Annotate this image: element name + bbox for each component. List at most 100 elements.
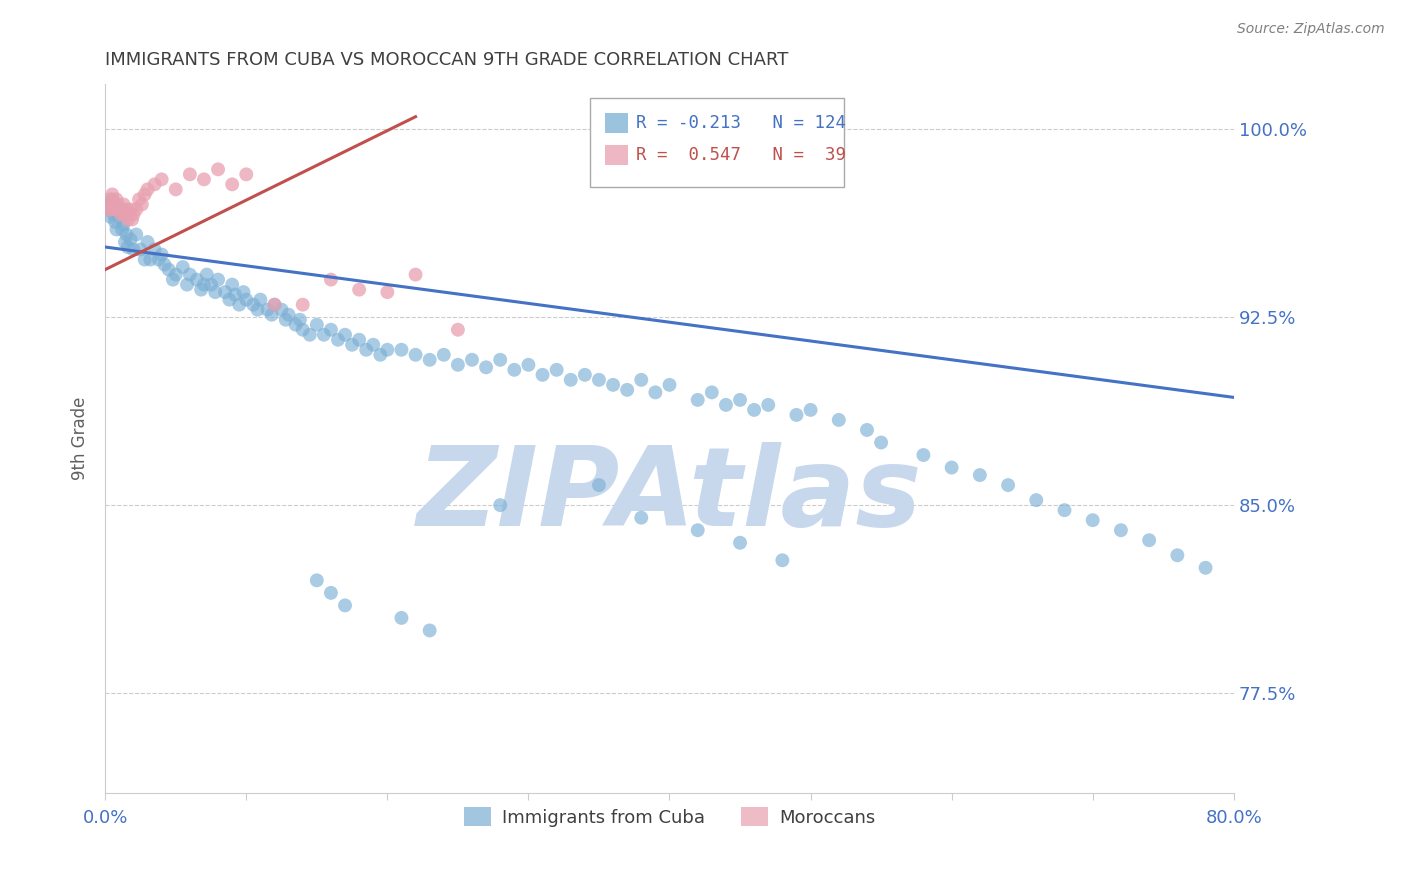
Point [104, 215, 127, 229]
Point [377, 285, 399, 300]
Point [122, 243, 145, 257]
Point [97, 202, 120, 217]
Point [105, 193, 128, 207]
Text: R =  0.547   N =  39: R = 0.547 N = 39 [636, 146, 845, 164]
Point [941, 460, 963, 475]
Point [242, 298, 264, 312]
Point [103, 197, 125, 211]
Point [728, 392, 751, 407]
Point [165, 182, 187, 196]
Point [560, 373, 582, 387]
Point [150, 247, 173, 261]
Point [368, 348, 391, 362]
Point [131, 197, 153, 211]
Point [870, 435, 893, 450]
Point [340, 338, 363, 352]
Text: IMMIGRANTS FROM CUBA VS MOROCCAN 9TH GRADE CORRELATION CHART: IMMIGRANTS FROM CUBA VS MOROCCAN 9TH GRA… [105, 51, 789, 69]
Point [162, 272, 184, 286]
Point [207, 272, 229, 286]
Point [489, 352, 512, 367]
Point [134, 252, 156, 267]
Point [246, 302, 269, 317]
Point [143, 178, 166, 192]
Point [277, 308, 299, 322]
Point [333, 599, 356, 613]
Point [263, 298, 285, 312]
Point [391, 611, 413, 625]
Point [235, 167, 257, 181]
Point [172, 260, 194, 274]
Point [1081, 513, 1104, 527]
Point [1194, 561, 1216, 575]
Point [104, 202, 127, 217]
Y-axis label: 9th Grade: 9th Grade [72, 397, 89, 481]
Point [461, 352, 484, 367]
Point [347, 333, 370, 347]
Point [122, 207, 145, 221]
Point [136, 182, 159, 196]
Point [120, 233, 142, 247]
Point [391, 343, 413, 357]
Point [153, 258, 176, 272]
Point [98, 202, 121, 217]
Point [114, 235, 136, 249]
Point [1053, 503, 1076, 517]
Text: ZIPAtlas: ZIPAtlas [416, 442, 922, 549]
Point [176, 277, 198, 292]
Point [193, 172, 215, 186]
Point [186, 272, 208, 286]
Point [139, 252, 162, 267]
Point [256, 302, 278, 317]
Point [756, 398, 779, 412]
Point [249, 293, 271, 307]
Point [101, 187, 124, 202]
Point [828, 413, 851, 427]
Point [700, 385, 723, 400]
Point [108, 202, 131, 217]
Point [489, 498, 512, 512]
Point [419, 624, 441, 638]
Point [856, 423, 879, 437]
Point [405, 348, 427, 362]
Point [115, 227, 138, 242]
Point [1025, 493, 1047, 508]
Point [686, 392, 709, 407]
Point [179, 167, 201, 181]
Point [602, 377, 624, 392]
Point [312, 327, 335, 342]
Point [195, 268, 218, 282]
Point [100, 210, 122, 224]
Point [118, 207, 141, 221]
Point [111, 222, 134, 236]
Point [224, 287, 246, 301]
Point [129, 243, 152, 257]
Point [616, 383, 638, 397]
Point [630, 373, 652, 387]
Point [274, 312, 297, 326]
Point [128, 193, 150, 207]
Point [103, 207, 125, 221]
Point [969, 468, 991, 483]
Point [377, 343, 399, 357]
Point [165, 268, 187, 282]
Point [419, 352, 441, 367]
Point [475, 360, 498, 375]
Point [305, 574, 328, 588]
Point [111, 202, 134, 217]
Point [228, 298, 250, 312]
Text: Source: ZipAtlas.com: Source: ZipAtlas.com [1237, 22, 1385, 37]
Point [221, 277, 243, 292]
Point [157, 262, 180, 277]
Point [433, 348, 456, 362]
Point [117, 240, 139, 254]
Point [714, 398, 737, 412]
Point [588, 373, 610, 387]
Point [235, 293, 257, 307]
FancyBboxPatch shape [605, 145, 627, 165]
Point [1166, 549, 1188, 563]
FancyBboxPatch shape [605, 113, 627, 133]
Point [134, 187, 156, 202]
Point [143, 243, 166, 257]
Point [291, 323, 314, 337]
Point [112, 197, 135, 211]
